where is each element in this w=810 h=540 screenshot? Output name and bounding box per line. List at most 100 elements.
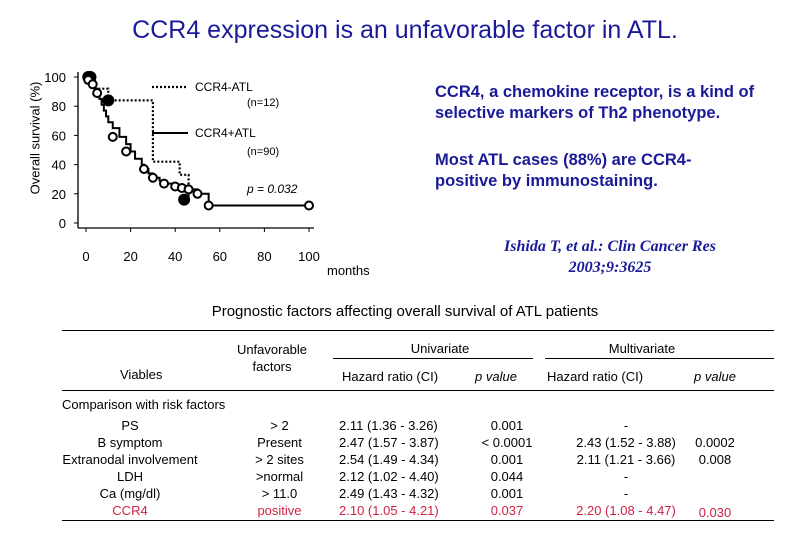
- column-multivariate-pvalue: 0.0002 0.008 0.030: [690, 417, 740, 520]
- cell-multivariate-pvalue: [690, 468, 740, 485]
- y-tick-label: 40: [52, 158, 66, 173]
- cell-multivariate-hazard: 2.43 (1.52 - 3.88): [576, 435, 676, 450]
- cell-multivariate-hazard: 2.11 (1.21 - 3.66): [576, 452, 676, 467]
- censor-mark: [92, 88, 103, 99]
- x-tick-label: 40: [168, 249, 182, 264]
- cell-univariate-pvalue: 0.001: [490, 452, 524, 467]
- cell-multivariate-hazard: -: [623, 418, 629, 433]
- cell-variable: Ca (mg/dl): [99, 486, 161, 501]
- header-univariate: Univariate: [410, 341, 470, 356]
- censor-mark: [203, 200, 214, 211]
- censor-mark: [147, 172, 158, 183]
- y-tick-label: 60: [52, 128, 66, 143]
- cell-factor: Present: [257, 435, 302, 450]
- censor-mark: [178, 193, 191, 206]
- legend-label: CCR4-ATL: [195, 80, 253, 94]
- survival-chart: 100 80 60 40 20 0 0 20 40 60 80 100 CCR4-ATL (n=12)…: [44, 70, 320, 264]
- cell-multivariate-hazard: 2.20 (1.08 - 4.47): [576, 503, 676, 518]
- cell-variable: LDH: [116, 469, 143, 484]
- legend-label: CCR4+ATL: [195, 126, 256, 140]
- y-tick-label: 100: [44, 70, 66, 85]
- x-axis-label: months: [327, 263, 370, 278]
- cell-univariate-hazard: 2.49 (1.43 - 4.32): [339, 486, 439, 501]
- censor-mark: [192, 188, 203, 199]
- cell-multivariate-pvalue: [690, 485, 740, 502]
- header-uni-hazard: Hazard ratio (CI): [342, 369, 439, 384]
- censor-mark: [159, 178, 170, 189]
- slide-title: CCR4 expression is an unfavorable factor…: [132, 16, 678, 44]
- header-unfavorable-factors: Unfavorable factors: [222, 341, 322, 375]
- citation: Ishida T, et al.: Clin Cancer Res 2003;9…: [470, 236, 750, 278]
- cell-univariate-hazard: 2.11 (1.36 - 3.26): [339, 418, 438, 433]
- censor-marks: [82, 71, 314, 211]
- column-variable: PS B symptom Extranodal involvement LDH Ca (…: [55, 417, 205, 519]
- cell-univariate-hazard: 2.10 (1.05 - 4.21): [339, 503, 439, 518]
- chart-legend: CCR4-ATL (n=12) CCR4+ATL (n=90) p = 0.032: [152, 80, 298, 196]
- cell-variable: PS: [121, 418, 139, 433]
- y-tick-label: 0: [59, 216, 66, 231]
- cell-univariate-hazard: 2.54 (1.49 - 4.34): [339, 452, 439, 467]
- x-tick-label: 20: [123, 249, 137, 264]
- chart-axes: [77, 72, 314, 229]
- note-ccr4-prevalence: Most ATL cases (88%) are CCR4- positive …: [435, 150, 691, 192]
- censor-mark: [102, 94, 115, 107]
- citation-line: 2003;9:3625: [568, 259, 652, 276]
- header-uni-pvalue: p value: [475, 369, 517, 384]
- legend-n: (n=12): [247, 97, 279, 109]
- cell-multivariate-pvalue: [690, 417, 740, 434]
- cell-variable: B symptom: [97, 435, 163, 450]
- x-tick-label: 80: [257, 249, 271, 264]
- cell-factor: > 2: [270, 418, 289, 433]
- cell-variable: Extranodal involvement: [62, 452, 198, 467]
- header-multi-hazard: Hazard ratio (CI): [547, 369, 644, 384]
- y-axis-label: Overall survival (%): [27, 81, 43, 195]
- legend-n: (n=90): [247, 146, 279, 158]
- cell-factor: > 2 sites: [255, 452, 304, 467]
- y-tick-label: 80: [52, 99, 66, 114]
- x-tick-label: 100: [298, 249, 320, 264]
- note-line: Most ATL cases (88%) are CCR4-: [435, 151, 692, 169]
- column-univariate-pvalue: 0.001 < 0.0001 0.001 0.044 0.001 0.037: [472, 417, 542, 519]
- univariate-rule: [333, 358, 533, 359]
- note-ccr4-description: CCR4, a chemokine receptor, is a kind of…: [435, 82, 754, 124]
- header-multi-pvalue: p value: [694, 369, 736, 384]
- table-title: Prognostic factors affecting overall sur…: [211, 303, 599, 320]
- censor-mark: [138, 163, 149, 174]
- cell-multivariate-pvalue: 0.008: [698, 452, 732, 467]
- section-label: Comparison with risk factors: [62, 397, 226, 412]
- cell-univariate-pvalue: 0.044: [490, 469, 524, 484]
- citation-line: Ishida T, et al.: Clin Cancer Res: [504, 238, 716, 255]
- column-multivariate-hazard: - 2.43 (1.52 - 3.88) 2.11 (1.21 - 3.66) - - 2…: [541, 417, 711, 519]
- header-line: Unfavorable: [236, 342, 308, 357]
- cell-univariate-pvalue: 0.037: [490, 503, 524, 518]
- cell-variable: CCR4: [112, 503, 148, 518]
- cell-multivariate-hazard: -: [623, 486, 629, 501]
- censor-mark: [121, 146, 132, 157]
- y-tick-labels: 100 80 60 40 20 0: [44, 70, 78, 231]
- x-tick-labels: 0 20 40 60 80 100: [82, 228, 320, 264]
- censor-mark: [183, 184, 194, 195]
- censor-mark: [87, 79, 98, 90]
- censor-mark: [304, 200, 314, 211]
- cell-factor: >normal: [255, 469, 304, 484]
- x-tick-label: 60: [213, 249, 227, 264]
- column-univariate-hazard: 2.11 (1.36 - 3.26) 2.47 (1.57 - 3.87) 2.54…: [339, 417, 439, 519]
- header-viables: Viables: [120, 367, 163, 382]
- p-value-annotation: p = 0.032: [246, 182, 298, 196]
- cell-multivariate-pvalue: 0.030: [698, 505, 732, 520]
- cell-univariate-pvalue: 0.001: [490, 486, 524, 501]
- table-top-rule: [62, 330, 774, 331]
- cell-univariate-pvalue: 0.001: [490, 418, 524, 433]
- header-line: factors: [252, 359, 292, 374]
- table-bottom-rule: [62, 520, 774, 521]
- multivariate-rule: [545, 358, 774, 359]
- cell-univariate-hazard: 2.47 (1.57 - 3.87): [339, 435, 439, 450]
- cell-multivariate-pvalue: 0.0002: [695, 435, 735, 450]
- cell-univariate-hazard: 2.12 (1.02 - 4.40): [339, 469, 439, 484]
- censor-mark: [107, 131, 118, 142]
- note-line: positive by immunostaining.: [435, 172, 658, 190]
- column-factor: > 2 Present > 2 sites >normal > 11.0 positive: [232, 417, 327, 519]
- x-tick-label: 0: [82, 249, 89, 264]
- note-line: selective markers of Th2 phenotype.: [435, 104, 721, 122]
- cell-factor: positive: [257, 503, 302, 518]
